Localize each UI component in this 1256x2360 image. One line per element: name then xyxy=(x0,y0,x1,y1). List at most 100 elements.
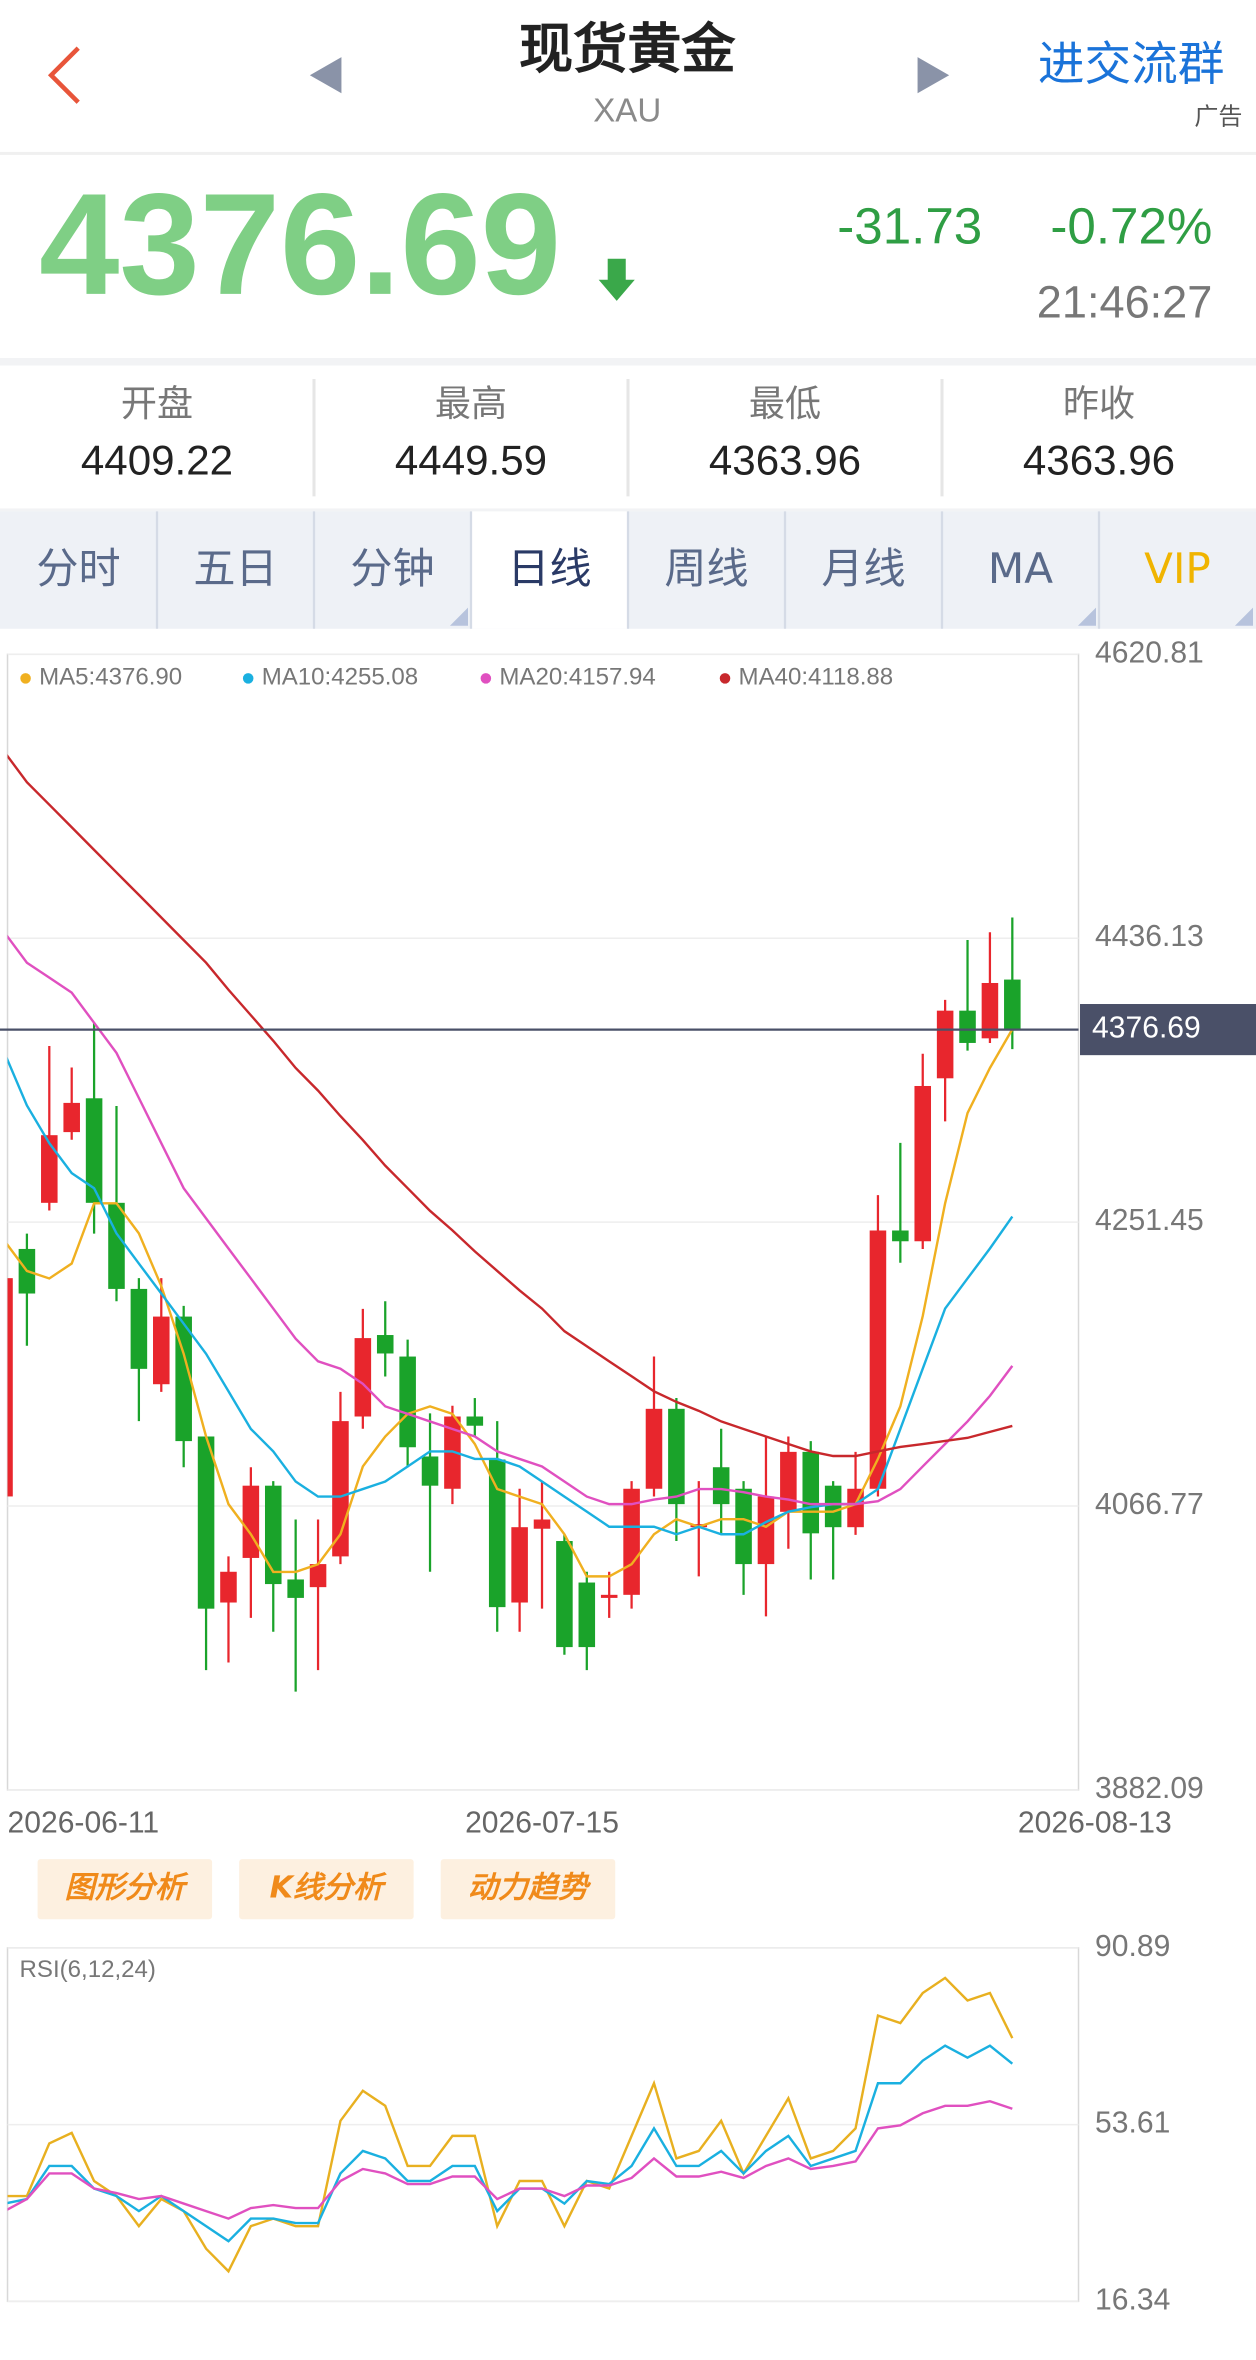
series-line xyxy=(7,2044,1014,2243)
tab[interactable]: 周线 xyxy=(626,511,749,629)
x-tick-label: 2026-08-13 xyxy=(1018,1806,1172,1839)
candle-body xyxy=(41,1135,58,1203)
candle-body xyxy=(959,1010,976,1043)
ad-tag: 广告 xyxy=(1194,102,1242,130)
change-percent: -0.72% xyxy=(1050,198,1212,255)
divider xyxy=(0,508,1256,512)
y-tick-label: 4620.81 xyxy=(1095,636,1204,669)
stat-value: 4409.22 xyxy=(81,436,233,483)
candle-body xyxy=(824,1485,842,1528)
tab-label: 分钟 xyxy=(350,544,434,593)
x-tick-label: 2026-07-15 xyxy=(465,1806,619,1839)
tab-label: 月线 xyxy=(821,544,905,593)
candle-body xyxy=(780,1451,797,1512)
lines xyxy=(7,754,1014,1578)
legend-dot xyxy=(719,673,731,684)
price-chart: 3882.09 4066.77 4251.45 4436.13 4620.81 MA5:4… xyxy=(0,636,1256,1839)
y-tick-label: 4436.13 xyxy=(1095,920,1204,953)
legend-label: MA10:4255.08 xyxy=(262,664,418,691)
y-tick-label: 3882.09 xyxy=(1095,1772,1204,1805)
tab[interactable]: 分时 xyxy=(36,544,120,593)
series-line xyxy=(7,754,1013,1458)
candle-body xyxy=(757,1496,775,1565)
prev-button[interactable] xyxy=(309,57,342,94)
series-line xyxy=(7,2100,1013,2220)
candle-body xyxy=(153,1316,170,1385)
next-button[interactable] xyxy=(917,57,950,94)
candle-body xyxy=(220,1571,237,1603)
candle-body xyxy=(914,1085,932,1242)
tool-button[interactable]: K线分析 xyxy=(270,1871,387,1906)
tab[interactable]: 日线 xyxy=(469,511,628,629)
candle-body xyxy=(354,1338,372,1417)
candle-body xyxy=(712,1467,730,1505)
tab[interactable]: 分钟 xyxy=(312,511,468,629)
tool-button-bg[interactable] xyxy=(239,1859,414,1920)
tool-button-bg[interactable] xyxy=(440,1859,616,1920)
legend-label: MA40:4118.88 xyxy=(739,664,894,691)
divider xyxy=(0,357,1256,366)
tool-button[interactable]: 动力趋势 xyxy=(468,1871,592,1906)
down-arrow xyxy=(598,258,635,301)
candle-body xyxy=(578,1582,596,1648)
stat-label: 昨收 xyxy=(1063,382,1135,425)
candle-body xyxy=(511,1527,528,1603)
quote-time: 21:46:27 xyxy=(1037,276,1213,327)
candle-body xyxy=(668,1408,685,1505)
candle-body xyxy=(869,1230,887,1489)
candle-body xyxy=(287,1579,304,1598)
x-tick-label: 2026-06-11 xyxy=(8,1806,160,1839)
back-button[interactable] xyxy=(47,46,80,104)
tab[interactable]: 五日 xyxy=(155,511,278,629)
candle-body xyxy=(264,1485,282,1585)
stat-value: 4363.96 xyxy=(1023,436,1175,483)
candle-body xyxy=(488,1459,506,1608)
y-tick-label: 53.61 xyxy=(1095,2107,1170,2140)
candle-body xyxy=(130,1288,148,1369)
tab-bar: 分时 五日 分钟 日线 周线 月线 MA VIP xyxy=(0,511,1256,629)
candle-body xyxy=(242,1485,260,1558)
candle-body xyxy=(600,1594,618,1598)
candle-body xyxy=(533,1519,551,1529)
legend-dot xyxy=(242,673,254,684)
tab-label: 日线 xyxy=(507,544,591,593)
rsi-chart: 16.34 53.61 90.89 RSI(6,12,24) xyxy=(6,1930,1170,2316)
stat-label: 最高 xyxy=(435,382,507,425)
candle-body xyxy=(376,1335,394,1354)
candle-body xyxy=(108,1202,125,1289)
y-tick-label: 90.89 xyxy=(1095,1930,1170,1963)
candles xyxy=(7,917,1021,1692)
candle-body xyxy=(623,1488,640,1595)
chart-title: RSI(6,12,24) xyxy=(20,1956,156,1983)
tab[interactable]: VIP xyxy=(1097,511,1253,629)
candle-body xyxy=(892,1230,909,1242)
lines xyxy=(7,1976,1014,2274)
tool-buttons: 图形分析 K线分析 动力趋势 xyxy=(37,1859,616,1920)
stats-row: 开盘 4409.22 最高 4449.59 最低 4363.96 昨收 4363.96 xyxy=(81,379,1175,497)
y-tick-label: 4251.45 xyxy=(1095,1204,1204,1237)
price: 4376.69 xyxy=(39,163,561,325)
candle-body xyxy=(309,1564,327,1588)
candle-body xyxy=(175,1316,192,1442)
candle-body xyxy=(466,1416,484,1426)
group-button[interactable]: 进交流群 xyxy=(1038,37,1224,91)
series-line xyxy=(7,1976,1014,2274)
candle-body xyxy=(7,1278,13,1497)
tool-button-bg[interactable] xyxy=(37,1859,213,1920)
stat-value: 4363.96 xyxy=(709,436,861,483)
y-tick-label: 4066.77 xyxy=(1095,1488,1204,1521)
tab[interactable]: 月线 xyxy=(783,511,906,629)
candle-body xyxy=(197,1436,215,1609)
candle-body xyxy=(645,1408,663,1489)
stat-value: 4449.59 xyxy=(395,436,547,483)
symbol: XAU xyxy=(593,93,661,130)
tool-button[interactable]: 图形分析 xyxy=(65,1871,189,1906)
tab-label: VIP xyxy=(1144,544,1211,593)
legend-dot xyxy=(20,673,31,684)
legend-label: MA5:4376.90 xyxy=(39,664,182,691)
tab[interactable]: MA xyxy=(940,511,1096,629)
current-price-tag xyxy=(1080,1004,1256,1056)
